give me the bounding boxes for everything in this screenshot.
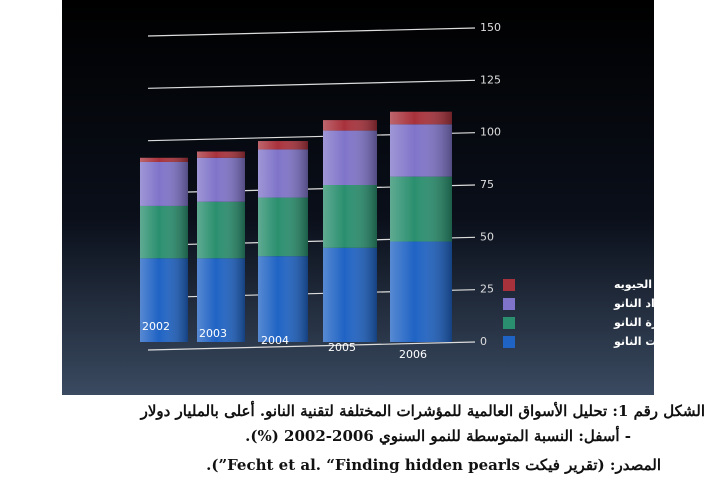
y-tick-label: 75 [480, 178, 494, 191]
y-tick-label: 50 [480, 230, 494, 243]
legend-label: مواد النانو [613, 297, 669, 310]
legend-swatch [503, 317, 515, 329]
grid-line [147, 79, 476, 89]
y-tick-label: 25 [480, 283, 494, 296]
legend-swatch [503, 298, 515, 310]
caption-line: الشكل رقم 1: تحليل الأسواق العالمية للمؤ… [140, 402, 705, 420]
y-tick-label: 150 [480, 21, 501, 34]
caption-line: - أسفل: النسبة المتوسطة للنمو السنوي 200… [245, 427, 631, 445]
legend-swatch [503, 279, 515, 291]
bar-shade [197, 151, 245, 342]
x-tick-label: 2004 [261, 334, 289, 347]
y-tick-label: 125 [480, 73, 501, 86]
y-tick-label: 100 [480, 126, 501, 139]
bar-shade [323, 120, 377, 343]
bar-shade [140, 157, 188, 342]
grid-line [147, 27, 476, 37]
caption-line: المصدر: (تقرير فيكت Fecht et al. “Findin… [206, 456, 661, 474]
x-tick-label: 2006 [399, 348, 427, 361]
x-tick-label: 2003 [199, 327, 227, 340]
legend-swatch [503, 336, 515, 348]
legend-label: أجهزة النانو [613, 315, 678, 329]
bar-shade [258, 141, 308, 342]
legend-label: معدات النانو [613, 335, 680, 348]
bar-shade [390, 111, 452, 342]
chart: 0 25 50 75 100 125 150 2002 2003 2004 2005 2006 معدا… [62, 0, 711, 395]
x-tick-label: 2005 [328, 341, 356, 354]
legend-label: تقنية النانو الحيويه [614, 278, 711, 291]
y-tick-label: 0 [480, 335, 487, 348]
x-tick-label: 2002 [142, 320, 170, 333]
grid-line [147, 341, 476, 351]
